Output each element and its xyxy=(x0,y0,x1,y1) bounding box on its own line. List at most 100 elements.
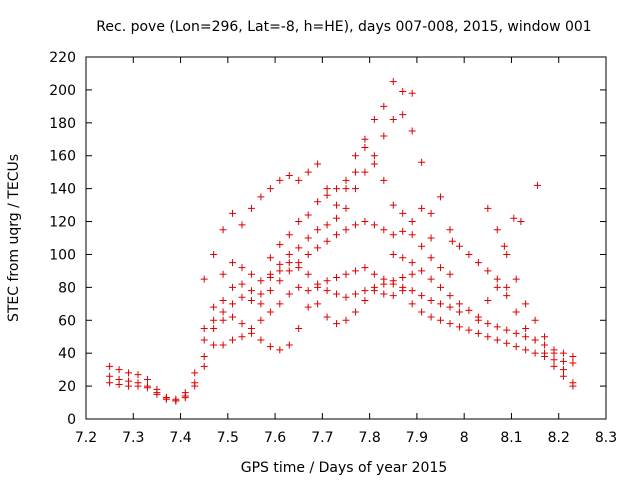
data-point xyxy=(493,283,501,291)
data-point xyxy=(323,185,331,193)
data-point xyxy=(418,267,426,275)
data-point xyxy=(399,111,407,119)
y-tick-label: 160 xyxy=(49,149,76,165)
data-point xyxy=(531,349,539,357)
data-point xyxy=(361,287,369,295)
data-point xyxy=(304,250,312,258)
data-point xyxy=(408,270,416,278)
data-point xyxy=(550,362,558,370)
data-point xyxy=(484,204,492,212)
data-point xyxy=(493,275,501,283)
data-point xyxy=(106,372,114,380)
x-tick-label: 7.9 xyxy=(406,430,428,446)
data-point xyxy=(200,336,208,344)
data-point xyxy=(418,292,426,300)
data-point xyxy=(550,349,558,357)
y-tick-label: 40 xyxy=(58,346,76,362)
data-point xyxy=(455,323,463,331)
data-point xyxy=(238,221,246,229)
data-point xyxy=(125,382,133,390)
data-point xyxy=(314,244,322,252)
data-point xyxy=(512,343,520,351)
data-point xyxy=(418,158,426,166)
y-tick-label: 80 xyxy=(58,280,76,296)
x-axis-label: GPS time / Days of year 2015 xyxy=(241,460,448,476)
data-point xyxy=(342,270,350,278)
data-point xyxy=(210,325,218,332)
data-point xyxy=(380,102,388,110)
data-point xyxy=(285,259,293,267)
data-point xyxy=(247,204,255,212)
data-point xyxy=(380,132,388,140)
data-point xyxy=(162,395,170,403)
data-point xyxy=(200,352,208,360)
data-point xyxy=(522,325,530,332)
data-point xyxy=(276,176,284,184)
data-point xyxy=(427,209,435,217)
data-point xyxy=(229,300,237,308)
data-point xyxy=(399,254,407,262)
data-point xyxy=(408,287,416,295)
data-point xyxy=(427,313,435,321)
axis-ticks: 7.2 7.3 7.4 7.5 7.6 7.7 7.8 7.9 8 8.1 8.2 8.3 0 20 40 6… xyxy=(49,50,617,446)
data-point xyxy=(125,369,133,377)
data-point xyxy=(512,275,520,283)
data-point xyxy=(465,306,473,314)
data-point xyxy=(238,264,246,272)
data-point xyxy=(380,226,388,234)
x-tick-label: 8 xyxy=(460,430,469,446)
data-point xyxy=(418,308,426,316)
data-point xyxy=(342,176,350,184)
data-point xyxy=(493,226,501,234)
data-point xyxy=(295,325,303,332)
data-point xyxy=(408,259,416,267)
x-tick-label: 7.8 xyxy=(359,430,381,446)
data-point xyxy=(219,308,227,316)
data-point xyxy=(219,316,227,324)
data-point xyxy=(370,270,378,278)
data-point xyxy=(304,168,312,176)
data-point xyxy=(569,382,577,390)
data-point xyxy=(247,287,255,295)
data-point xyxy=(295,176,303,184)
data-point xyxy=(276,300,284,308)
data-point xyxy=(399,287,407,295)
data-point xyxy=(389,78,397,86)
data-point xyxy=(465,250,473,258)
y-tick-label: 60 xyxy=(58,313,76,329)
data-point xyxy=(408,300,416,308)
data-point xyxy=(323,287,331,295)
data-point xyxy=(314,160,322,168)
data-point xyxy=(238,333,246,341)
data-point xyxy=(503,326,511,334)
data-point xyxy=(493,336,501,344)
data-point xyxy=(229,283,237,291)
data-point xyxy=(276,346,284,354)
data-point xyxy=(257,277,265,285)
data-point xyxy=(446,270,454,278)
data-point xyxy=(351,152,359,160)
data-point xyxy=(191,382,199,390)
data-point xyxy=(517,218,525,226)
data-point xyxy=(446,303,454,311)
y-axis-label: STEC from uqrg / TECUs xyxy=(6,154,22,322)
data-point xyxy=(333,214,341,222)
data-point xyxy=(323,237,331,245)
data-point xyxy=(295,264,303,272)
data-point xyxy=(399,227,407,235)
data-point xyxy=(351,290,359,298)
data-point xyxy=(314,198,322,206)
data-point xyxy=(484,297,492,305)
data-point xyxy=(323,277,331,285)
data-point xyxy=(446,320,454,328)
data-point xyxy=(200,325,208,332)
data-point xyxy=(418,242,426,250)
data-point xyxy=(455,300,463,308)
data-point xyxy=(512,308,520,316)
data-point xyxy=(361,135,369,143)
data-point xyxy=(427,275,435,283)
data-point xyxy=(361,168,369,176)
data-point xyxy=(342,316,350,324)
data-point xyxy=(247,325,255,332)
data-point xyxy=(304,234,312,242)
